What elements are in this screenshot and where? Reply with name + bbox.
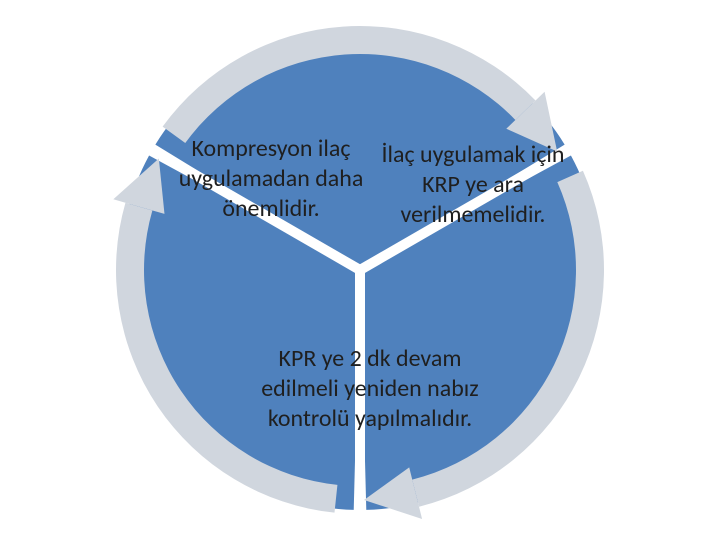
segment-label-top-left: Kompresyon ilaç uygulamadan daha önemlid… [176,134,366,224]
segment-label-top-right: İlaç uygulamak için KRP ye ara verilmeme… [378,140,568,230]
cycle-arrowhead-icon [113,158,164,213]
diagram-stage: Kompresyon ilaç uygulamadan daha önemlid… [0,0,720,540]
segment-label-bottom: KPR ye 2 dk devam edilmeli yeniden nabız… [240,344,500,434]
cycle-diagram [80,0,640,550]
